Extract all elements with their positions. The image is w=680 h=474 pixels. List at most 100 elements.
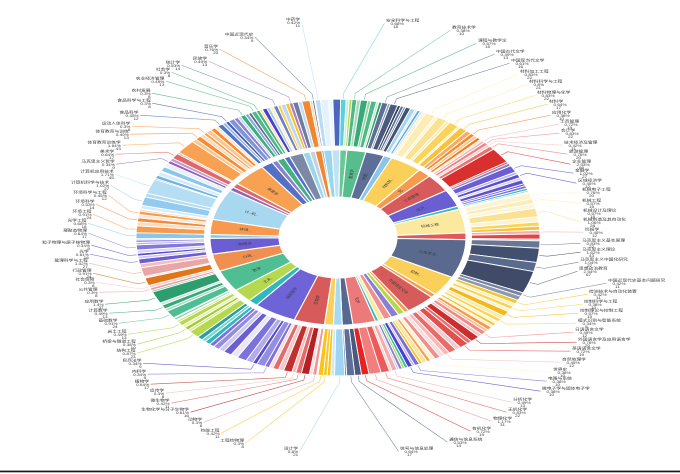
svg-text:有机化学: 有机化学 [472, 425, 491, 430]
svg-text:中药学: 中药学 [286, 16, 300, 21]
svg-text:通信与信息系统: 通信与信息系统 [449, 436, 482, 441]
svg-text:67: 67 [586, 273, 591, 277]
svg-text:外国语言学及应用语言学: 外国语言学及应用语言学 [578, 336, 631, 341]
svg-text:控制..: 控制.. [409, 269, 422, 277]
svg-text:9: 9 [87, 247, 90, 251]
svg-text:遗传学: 遗传学 [150, 387, 164, 392]
svg-text:0.91%: 0.91% [79, 213, 93, 217]
svg-text:8: 8 [168, 74, 171, 78]
svg-text:19: 19 [567, 126, 573, 130]
svg-text:43: 43 [589, 254, 595, 258]
svg-text:机械制造及其自动化: 机械制造及其自动化 [583, 216, 626, 221]
svg-text:20: 20 [585, 344, 591, 348]
svg-text:统计学: 统计学 [166, 59, 180, 64]
svg-text:15: 15 [589, 205, 595, 209]
svg-text:20: 20 [576, 156, 582, 160]
svg-text:0.49%: 0.49% [95, 312, 109, 316]
svg-text:管理科学与工程: 管理科学与工程 [54, 257, 87, 262]
svg-text:8: 8 [200, 424, 203, 428]
svg-text:0.38%: 0.38% [557, 114, 571, 118]
svg-text:8: 8 [95, 294, 98, 298]
svg-text:环境科学与工程: 环境科学与工程 [73, 189, 106, 194]
svg-text:9: 9 [251, 39, 254, 43]
svg-text:公共管理: 公共管理 [78, 286, 97, 291]
svg-text:10: 10 [591, 306, 597, 310]
svg-text:0.38%: 0.38% [457, 29, 471, 33]
svg-text:体育教育训练学: 体育教育训练学 [87, 139, 120, 144]
svg-text:31: 31 [500, 423, 506, 427]
svg-text:机械电子工程: 机械电子工程 [582, 186, 611, 191]
svg-text:0.87%: 0.87% [123, 352, 137, 356]
svg-text:0.3%: 0.3% [154, 392, 165, 396]
svg-text:材料科..: 材料科.. [381, 177, 395, 189]
svg-text:0.3%: 0.3% [160, 71, 171, 75]
svg-text:材料科学与工程: 材料科学与工程 [529, 78, 562, 83]
svg-text:0.8%: 0.8% [288, 450, 299, 454]
svg-text:凝聚态物理: 凝聚态物理 [63, 227, 87, 232]
svg-text:环境..: 环境.. [239, 227, 251, 232]
svg-text:信号与信息处理: 信号与信息处理 [400, 445, 433, 450]
svg-text:1.02%: 1.02% [96, 184, 110, 188]
svg-text:工程热物理: 工程热物理 [220, 437, 244, 442]
svg-text:0.91%: 0.91% [79, 272, 93, 276]
svg-text:13: 13 [503, 56, 509, 60]
svg-text:0.57%: 0.57% [585, 312, 599, 316]
svg-text:24: 24 [86, 275, 92, 279]
svg-text:世界史: 世界史 [553, 366, 567, 371]
svg-text:0.3%: 0.3% [192, 421, 203, 425]
svg-text:12: 12 [592, 234, 597, 238]
svg-text:12: 12 [582, 334, 587, 338]
svg-text:行政..: 行政.. [242, 253, 255, 259]
svg-text:0.38%: 0.38% [547, 390, 561, 394]
svg-text:0.83%: 0.83% [587, 242, 601, 246]
svg-text:10: 10 [549, 393, 555, 397]
svg-text:行政管理: 行政管理 [72, 267, 91, 272]
svg-text:13: 13 [102, 315, 108, 319]
svg-text:11: 11 [571, 147, 577, 151]
svg-text:10: 10 [555, 383, 561, 387]
svg-text:0.57%: 0.57% [483, 42, 497, 46]
svg-text:22: 22 [527, 76, 532, 80]
svg-text:材料物理与化学: 材料物理与化学 [537, 89, 570, 94]
svg-text:计..机..: 计..机.. [244, 209, 259, 216]
svg-text:工商管理: 工商管理 [560, 118, 579, 123]
svg-text:马克思主义中国化研究: 马克思主义中国化研究 [580, 256, 628, 261]
svg-text:中国现当代文学: 中国现当代文学 [511, 57, 544, 62]
svg-text:基础数学: 基础数学 [98, 317, 117, 322]
svg-text:20: 20 [589, 194, 595, 198]
svg-text:物理化学: 物理化学 [493, 415, 512, 420]
svg-text:0.49%: 0.49% [194, 60, 208, 64]
svg-text:数学: 数学 [251, 266, 262, 273]
svg-text:0.42%: 0.42% [157, 402, 171, 406]
svg-text:18: 18 [81, 225, 87, 229]
svg-text:12: 12 [102, 197, 107, 201]
svg-text:0.34%: 0.34% [77, 244, 91, 248]
svg-text:1.4%: 1.4% [93, 303, 104, 307]
svg-text:民族学: 民族学 [193, 55, 207, 60]
svg-text:0.49%: 0.49% [501, 53, 515, 57]
svg-text:自然地理学: 自然地理学 [562, 356, 586, 361]
svg-text:技术经济及管理: 技术经济及管理 [564, 139, 597, 144]
svg-text:农村发展: 农村发展 [131, 87, 150, 92]
svg-text:热能工程: 热能工程 [200, 427, 219, 432]
svg-text:0.45%: 0.45% [567, 361, 581, 365]
svg-text:中国..: 中国.. [360, 172, 369, 181]
svg-text:19: 19 [579, 353, 585, 357]
svg-text:0.64%: 0.64% [136, 383, 150, 387]
svg-text:0.57%: 0.57% [587, 202, 601, 206]
svg-text:体育学: 体育学 [266, 187, 280, 197]
svg-text:27: 27 [104, 187, 109, 191]
svg-text:内科学: 内科学 [132, 368, 146, 373]
svg-text:37: 37 [98, 306, 103, 310]
svg-text:1.06%: 1.06% [588, 221, 602, 225]
svg-text:应用数学: 应用数学 [84, 298, 103, 303]
svg-text:0.76%: 0.76% [583, 341, 597, 345]
svg-text:0.3%: 0.3% [87, 291, 98, 295]
svg-text:22: 22 [589, 245, 594, 249]
svg-text:16: 16 [184, 414, 190, 418]
svg-text:8: 8 [241, 445, 244, 449]
svg-text:光学工程: 光学工程 [67, 217, 86, 222]
svg-text:农业经济管理: 农业经济管理 [136, 75, 165, 80]
svg-text:27: 27 [582, 175, 587, 179]
svg-text:中国近现代史基本问题研究: 中国近现代史基本问题研究 [608, 277, 665, 282]
